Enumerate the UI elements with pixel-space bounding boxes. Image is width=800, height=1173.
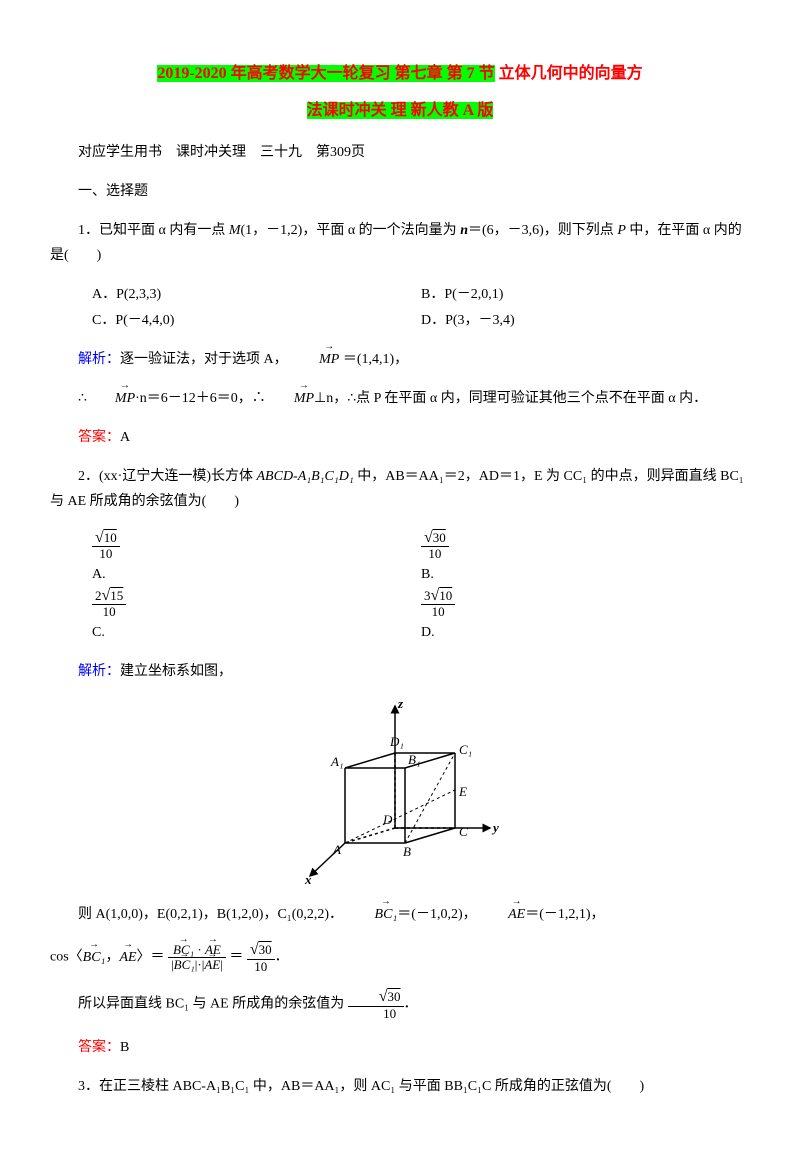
q2-figure: z y x A B C D A₁ B₁ C₁ D₁ E: [50, 698, 750, 888]
svg-text:E: E: [458, 784, 467, 799]
q2-stem: 2．(xx·辽宁大连一模)长方体 ABCD-A₁B₁C₁D₁ 中，AB＝AA₁＝…: [50, 464, 750, 514]
vector-mp-icon: MP: [266, 386, 314, 411]
q1-analysis-cont: ∴MP·n＝6－12＋6＝0，∴MP⊥n，∴点 P 在平面 α 内，同理可验证其…: [50, 386, 750, 411]
q1-option-d: D．P(3，－3,4): [421, 308, 750, 333]
q2-option-b: √3010 B.: [421, 529, 750, 587]
q2-coords: 则 A(1,0,0)，E(0,2,1)，B(1,2,0)，C₁(0,2,2)． …: [50, 902, 750, 927]
q2-frac-b: √3010: [421, 529, 449, 562]
q1-analysis-text5: ⊥n，∴点 P 在平面 α 内，同理可验证其他三个点不在平面 α 内．: [314, 391, 707, 406]
q2-analysis: 解析：建立坐标系如图，: [50, 659, 750, 684]
vector-mp-icon: MP: [87, 386, 135, 411]
svg-text:A₁: A₁: [330, 754, 343, 769]
q3-stem: 3．在正三棱柱 ABC-A₁B₁C₁ 中，AB＝AA₁，则 AC₁ 与平面 BB…: [50, 1074, 750, 1099]
q2-answer-value: B: [120, 1040, 129, 1055]
q2-answer: 答案：B: [50, 1035, 750, 1060]
answer-label: 答案：: [78, 430, 120, 445]
page-reference: 对应学生用书 课时冲关理 三十九 第309页: [50, 140, 750, 165]
section-heading: 一、选择题: [50, 179, 750, 204]
q1-vector-n: n: [460, 223, 468, 238]
svg-text:C: C: [459, 824, 468, 839]
q1-analysis-text1: 逐一验证法，对于选项 A，: [120, 352, 288, 367]
q1-point-p: P: [617, 223, 626, 238]
q2-analysis-text: 建立坐标系如图，: [120, 664, 232, 679]
vector-ae-icon: AE: [480, 902, 525, 927]
q1-answer: 答案：A: [50, 425, 750, 450]
q2-label-c: C.: [92, 625, 105, 640]
q2-label-a: A.: [92, 567, 106, 582]
svg-text:C₁: C₁: [459, 742, 472, 757]
q2-text1: 2．(xx·辽宁大连一模)长方体: [78, 469, 257, 484]
vector-ae-icon: AE: [119, 945, 136, 970]
q2-options-row2: 2√1510 C. 3√1010 D.: [92, 587, 750, 645]
svg-text:B: B: [403, 844, 411, 859]
q2-coords-text: 则 A(1,0,0)，E(0,2,1)，B(1,2,0)，C₁(0,2,2)．: [78, 907, 343, 922]
svg-text:y: y: [491, 820, 499, 835]
q1-point-m: M: [229, 223, 241, 238]
q2-option-a: √1010 A.: [92, 529, 421, 587]
q1-nvec: ＝(6，－3,6)，则下列点: [468, 223, 617, 238]
title-line2: 法课时冲关 理 新人教 A 版: [307, 102, 494, 119]
q2-ae-value: ＝(－1,2,1)，: [525, 907, 604, 922]
cos-sep: ，: [105, 950, 119, 965]
vector-mp-icon: MP: [291, 347, 339, 372]
q2-cos-frac: BC₁ · AE |BC₁|·|AE|: [168, 943, 226, 973]
analysis-label: 解析：: [78, 664, 120, 679]
q1-answer-value: A: [120, 430, 130, 445]
cos-close: 〉＝: [137, 950, 165, 965]
q2-period: ．: [404, 997, 418, 1012]
vector-bc1-icon: BC₁: [83, 945, 106, 970]
vector-bc1-icon: BC₁: [347, 902, 398, 927]
q1-options: A．P(2,3,3) B．P(－2,0,1): [92, 282, 750, 307]
q2-options: √1010 A. √3010 B.: [92, 529, 750, 587]
q2-frac-c: 2√1510: [92, 587, 126, 620]
document-subtitle: 法课时冲关 理 新人教 A 版: [50, 97, 750, 126]
svg-text:D: D: [382, 812, 393, 827]
q2-label-b: B.: [421, 567, 434, 582]
q1-option-a: A．P(2,3,3): [92, 282, 421, 307]
document-title: 2019-2020 年高考数学大一轮复习 第七章 第 7 节 立体几何中的向量方: [50, 60, 750, 89]
q1-coords: (1，－1,2)，平面 α 的一个法向量为: [241, 223, 461, 238]
svg-text:z: z: [397, 698, 404, 711]
svg-text:x: x: [304, 872, 312, 887]
title-line1a: 2019-2020 年高考数学大一轮复习 第七章 第 7 节: [157, 65, 494, 82]
q1-therefore: ∴: [78, 391, 87, 406]
q1-option-b: B．P(－2,0,1): [421, 282, 750, 307]
q2-option-c: 2√1510 C.: [92, 587, 421, 645]
q1-text: 1．已知平面 α 内有一点: [78, 223, 229, 238]
q2-conclusion: 所以异面直线 BC₁ 与 AE 所成角的余弦值为 √30 10 ．: [50, 988, 750, 1021]
answer-label: 答案：: [78, 1040, 120, 1055]
q2-frac-d: 3√1010: [421, 587, 455, 620]
q2-conclusion-text: 所以异面直线 BC₁ 与 AE 所成角的余弦值为: [78, 997, 344, 1012]
q2-bc1-value: ＝(－1,0,2)，: [397, 907, 476, 922]
q1-options-row2: C．P(－4,4,0) D．P(3，－3,4): [92, 308, 750, 333]
q2-final-frac: √30 10: [348, 988, 404, 1021]
q1-option-c: C．P(－4,4,0): [92, 308, 421, 333]
q1-analysis-text2: ＝(1,4,1)，: [343, 352, 408, 367]
q2-frac-a: √1010: [92, 529, 120, 562]
q2-label-d: D.: [421, 625, 435, 640]
svg-text:D₁: D₁: [389, 734, 404, 749]
q1-analysis: 解析：逐一验证法，对于选项 A， MP ＝(1,4,1)，: [50, 347, 750, 372]
cuboid-diagram-icon: z y x A B C D A₁ B₁ C₁ D₁ E: [295, 698, 505, 888]
q2-result-frac: √30 10: [247, 941, 275, 974]
cos-label: cos〈: [50, 950, 83, 965]
q2-cosine: cos〈BC₁，AE〉＝ BC₁ · AE |BC₁|·|AE| ＝ √30 1…: [50, 941, 750, 974]
title-line1b: 立体几何中的向量方: [495, 65, 643, 82]
q1-stem: 1．已知平面 α 内有一点 M(1，－1,2)，平面 α 的一个法向量为 n＝(…: [50, 218, 750, 268]
svg-text:A: A: [332, 842, 341, 857]
q2-option-d: 3√1010 D.: [421, 587, 750, 645]
q2-cuboid: ABCD-A₁B₁C₁D₁: [257, 469, 354, 484]
analysis-label: 解析：: [78, 352, 120, 367]
svg-text:B₁: B₁: [408, 752, 420, 767]
q1-analysis-text4: ·n＝6－12＋6＝0，∴: [135, 391, 266, 406]
